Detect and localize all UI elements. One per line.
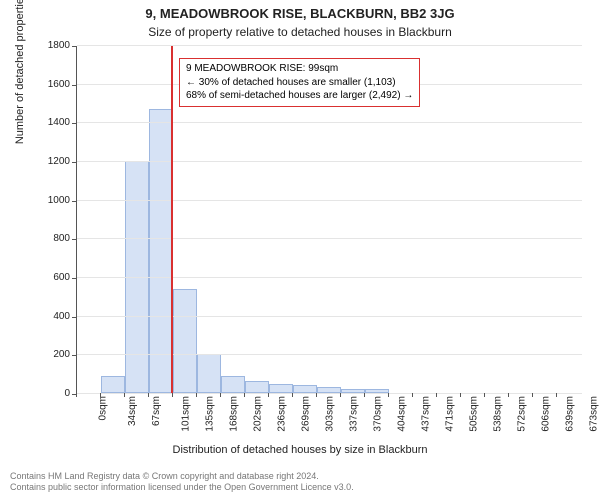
ytick-mark <box>72 239 76 240</box>
histogram-bar <box>101 376 125 393</box>
xtick-mark <box>364 393 365 397</box>
xtick-mark <box>532 393 533 397</box>
gridline <box>77 161 582 162</box>
ytick-label: 1000 <box>30 196 70 206</box>
ytick-label: 1600 <box>30 80 70 90</box>
xtick-label: 404sqm <box>398 396 408 432</box>
xtick-mark <box>100 393 101 397</box>
xtick-label: 538sqm <box>494 396 504 432</box>
xtick-label: 471sqm <box>446 396 456 432</box>
xtick-label: 67sqm <box>152 396 162 426</box>
histogram-chart: Number of detached properties 9 MEADOWBR… <box>48 46 582 426</box>
xtick-label: 303sqm <box>326 396 336 432</box>
annotation-line: 9 MEADOWBROOK RISE: 99sqm <box>186 62 413 76</box>
footer-line: Contains public sector information licen… <box>10 482 354 494</box>
ytick-label: 800 <box>30 234 70 244</box>
xtick-label: 606sqm <box>542 396 552 432</box>
xtick-label: 337sqm <box>350 396 360 432</box>
xtick-mark <box>124 393 125 397</box>
xtick-mark <box>148 393 149 397</box>
xtick-label: 437sqm <box>422 396 432 432</box>
annotation-box: 9 MEADOWBROOK RISE: 99sqm← 30% of detach… <box>179 58 420 107</box>
ytick-mark <box>72 201 76 202</box>
xtick-mark <box>484 393 485 397</box>
xtick-mark <box>436 393 437 397</box>
ytick-mark <box>72 123 76 124</box>
ytick-mark <box>72 46 76 47</box>
xtick-mark <box>340 393 341 397</box>
gridline <box>77 122 582 123</box>
xtick-mark <box>388 393 389 397</box>
histogram-bar <box>197 354 221 393</box>
histogram-bar <box>173 289 197 393</box>
ytick-mark <box>72 278 76 279</box>
xtick-mark <box>316 393 317 397</box>
gridline <box>77 238 582 239</box>
xtick-label: 202sqm <box>254 396 264 432</box>
y-axis-label: Number of detached properties <box>14 0 26 144</box>
xtick-mark <box>508 393 509 397</box>
xtick-label: 505sqm <box>470 396 480 432</box>
xtick-label: 572sqm <box>518 396 528 432</box>
ytick-label: 0 <box>30 389 70 399</box>
xtick-mark <box>412 393 413 397</box>
ytick-mark <box>72 355 76 356</box>
gridline <box>77 277 582 278</box>
xtick-mark <box>196 393 197 397</box>
sub-title: Size of property relative to detached ho… <box>0 21 600 43</box>
ytick-mark <box>72 317 76 318</box>
annotation-line: 68% of semi-detached houses are larger (… <box>186 89 413 103</box>
gridline <box>77 45 582 46</box>
x-axis-label: Distribution of detached houses by size … <box>0 444 600 456</box>
ytick-mark <box>72 85 76 86</box>
ytick-mark <box>72 162 76 163</box>
xtick-label: 101sqm <box>182 396 192 432</box>
gridline <box>77 354 582 355</box>
xtick-label: 0sqm <box>98 396 108 420</box>
ytick-label: 400 <box>30 312 70 322</box>
xtick-mark <box>460 393 461 397</box>
xtick-label: 269sqm <box>302 396 312 432</box>
xtick-mark <box>292 393 293 397</box>
xtick-label: 673sqm <box>590 396 600 432</box>
xtick-mark <box>244 393 245 397</box>
footer-line: Contains HM Land Registry data © Crown c… <box>10 471 354 483</box>
xtick-mark <box>556 393 557 397</box>
xtick-label: 370sqm <box>374 396 384 432</box>
xtick-mark <box>268 393 269 397</box>
histogram-bar <box>269 384 293 393</box>
annotation-line: ← 30% of detached houses are smaller (1,… <box>186 76 413 90</box>
main-title: 9, MEADOWBROOK RISE, BLACKBURN, BB2 3JG <box>0 0 600 21</box>
xtick-mark <box>172 393 173 397</box>
xtick-label: 135sqm <box>206 396 216 432</box>
ytick-label: 200 <box>30 350 70 360</box>
histogram-bar <box>293 385 317 393</box>
gridline <box>77 316 582 317</box>
marker-line <box>171 46 173 393</box>
ytick-label: 1200 <box>30 157 70 167</box>
ytick-label: 1800 <box>30 41 70 51</box>
plot-area: 9 MEADOWBROOK RISE: 99sqm← 30% of detach… <box>76 46 582 394</box>
histogram-bar <box>149 109 173 393</box>
gridline <box>77 200 582 201</box>
gridline <box>77 393 582 394</box>
ytick-label: 1400 <box>30 118 70 128</box>
xtick-label: 168sqm <box>230 396 240 432</box>
xtick-label: 34sqm <box>128 396 138 426</box>
ytick-label: 600 <box>30 273 70 283</box>
histogram-bar <box>221 376 245 393</box>
xtick-label: 236sqm <box>278 396 288 432</box>
xtick-label: 639sqm <box>566 396 576 432</box>
xtick-mark <box>220 393 221 397</box>
histogram-bar <box>245 381 269 393</box>
xtick-mark <box>76 393 77 397</box>
footer-attribution: Contains HM Land Registry data © Crown c… <box>10 471 354 494</box>
